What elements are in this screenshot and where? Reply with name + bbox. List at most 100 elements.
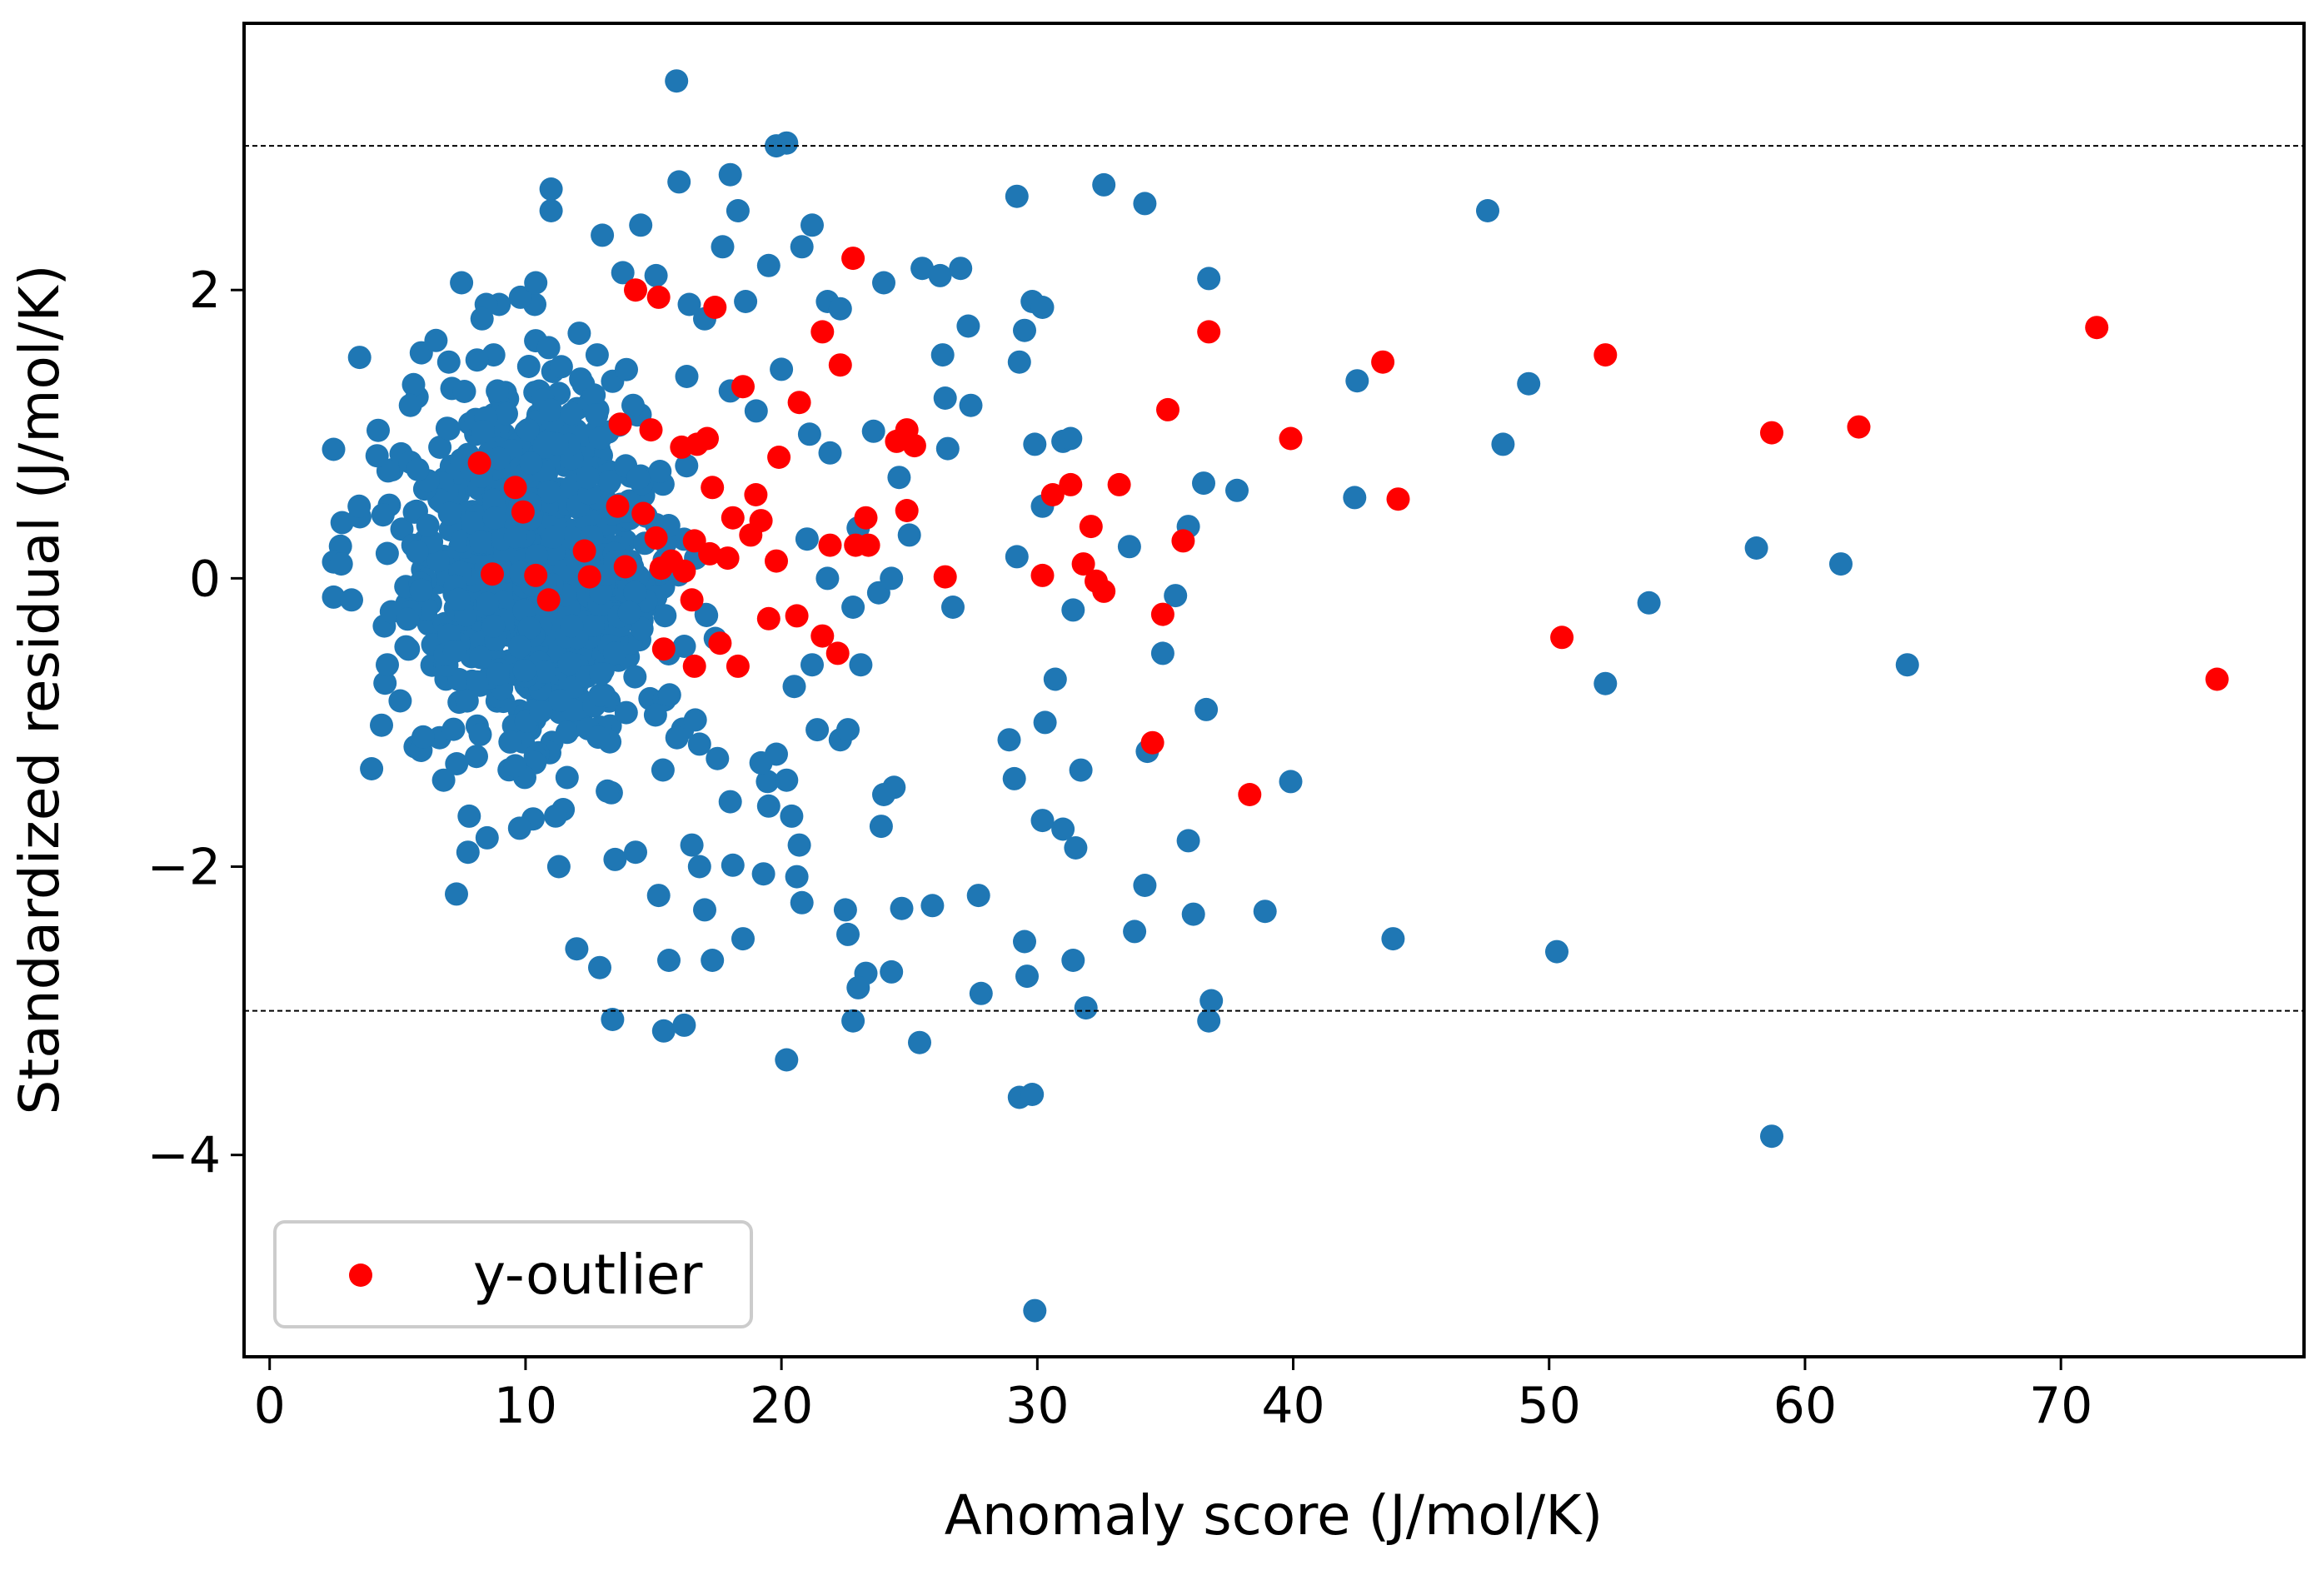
inlier-point [969, 981, 993, 1005]
inlier-point [512, 598, 536, 622]
inlier-point [629, 213, 653, 237]
inlier-point [849, 653, 873, 677]
outlier-point [841, 247, 865, 271]
inlier-point [1476, 199, 1499, 222]
inlier-point [468, 722, 492, 746]
inlier-point [589, 662, 613, 685]
inlier-point [841, 1009, 865, 1033]
outlier-point [856, 533, 880, 557]
inlier-point [481, 614, 506, 638]
inlier-point [1197, 267, 1221, 291]
legend-label-y-outlier: y-outlier [473, 1243, 703, 1307]
outlier-point [572, 539, 596, 563]
inlier-point [486, 662, 510, 685]
inlier-point [565, 937, 589, 961]
inlier-point [546, 432, 569, 456]
x-tick-label: 0 [254, 1377, 286, 1435]
inlier-point [644, 263, 668, 287]
inlier-point [370, 713, 393, 737]
inlier-point [677, 292, 701, 316]
outlier-point [613, 555, 637, 579]
inlier-point [416, 514, 440, 537]
x-axis-ticks: 0 10 20 30 40 50 60 70 [254, 1357, 2092, 1435]
inlier-point [966, 884, 990, 908]
legend-box [273, 1220, 753, 1328]
inlier-point [541, 525, 565, 549]
inlier-point [406, 457, 430, 481]
inlier-point [588, 683, 612, 707]
inlier-point [365, 444, 389, 468]
inlier-point [329, 552, 353, 576]
inlier-point [687, 732, 711, 756]
outlier-point [902, 434, 926, 458]
inlier-point [818, 441, 842, 465]
inlier-point [557, 651, 581, 675]
outlier-point [646, 285, 671, 309]
outlier-point [767, 446, 791, 469]
inlier-point [928, 263, 952, 287]
inlier-point [623, 665, 647, 689]
inlier-point [887, 466, 911, 490]
x-tick-label: 50 [1518, 1377, 1581, 1435]
inlier-point [836, 922, 860, 946]
x-tick-label: 30 [1005, 1377, 1069, 1435]
inlier-point [872, 271, 895, 295]
inlier-point [1133, 874, 1157, 897]
outlier-point [1107, 472, 1131, 496]
inlier-point [539, 177, 563, 201]
inlier-point [588, 955, 611, 979]
inlier-point [450, 271, 474, 295]
inlier-point [611, 261, 635, 285]
legend: y-outlier [273, 1220, 753, 1328]
inlier-point [1059, 426, 1083, 451]
inlier-point [567, 321, 591, 346]
inlier-point [872, 783, 895, 806]
inlier-point [1005, 545, 1029, 569]
inlier-point [539, 199, 563, 222]
outlier-point [1092, 579, 1116, 603]
x-tick-label: 10 [494, 1377, 557, 1435]
inlier-point [623, 581, 647, 605]
inlier-point [1545, 940, 1568, 964]
inlier-point [476, 591, 500, 616]
inlier-point [537, 480, 561, 504]
outlier-point [1040, 483, 1065, 506]
inlier-point [861, 419, 885, 443]
inlier-point [555, 720, 579, 745]
outlier-point [644, 526, 668, 550]
inlier-point [603, 847, 627, 871]
inlier-point [503, 754, 527, 778]
inlier-point [630, 616, 654, 640]
outlier-point [716, 546, 740, 571]
outlier-point [726, 654, 750, 678]
inlier-point [508, 285, 532, 309]
inlier-point [452, 380, 476, 403]
inlier-point [920, 894, 945, 918]
inlier-point [731, 927, 755, 951]
inlier-point [836, 718, 860, 742]
inlier-point [1013, 318, 1036, 342]
inlier-point [591, 223, 615, 247]
inlier-point [800, 653, 824, 677]
inlier-point [880, 566, 904, 591]
inlier-point [959, 393, 983, 417]
inlier-point [1253, 900, 1277, 924]
inlier-point [1005, 184, 1029, 208]
outlier-point [933, 565, 957, 589]
inlier-point [1064, 836, 1088, 860]
inlier-point [790, 235, 814, 259]
outlier-point [536, 588, 561, 612]
inlier-point [1117, 535, 1141, 559]
outlier-point [1760, 421, 1783, 445]
outlier-point [731, 375, 755, 399]
inlier-point [701, 949, 725, 972]
legend-marker-y-outlier [349, 1263, 372, 1287]
outlier-point [511, 500, 535, 524]
inlier-point [340, 588, 363, 612]
inlier-point [621, 393, 645, 417]
inlier-point [516, 355, 541, 378]
outlier-point [825, 641, 850, 665]
inlier-point [1007, 350, 1031, 374]
inlier-point [1225, 478, 1249, 502]
outlier-point [467, 451, 491, 475]
